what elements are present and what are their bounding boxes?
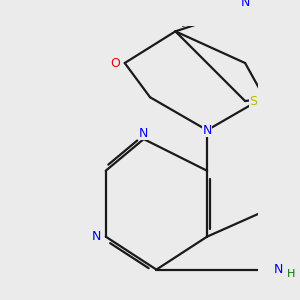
- Text: O: O: [110, 56, 120, 70]
- Text: N: N: [139, 127, 148, 140]
- Text: H: H: [287, 269, 296, 279]
- Text: N: N: [202, 124, 212, 137]
- Text: S: S: [250, 94, 257, 107]
- Text: N: N: [92, 230, 101, 243]
- Text: N: N: [274, 263, 283, 276]
- Text: N: N: [240, 0, 250, 9]
